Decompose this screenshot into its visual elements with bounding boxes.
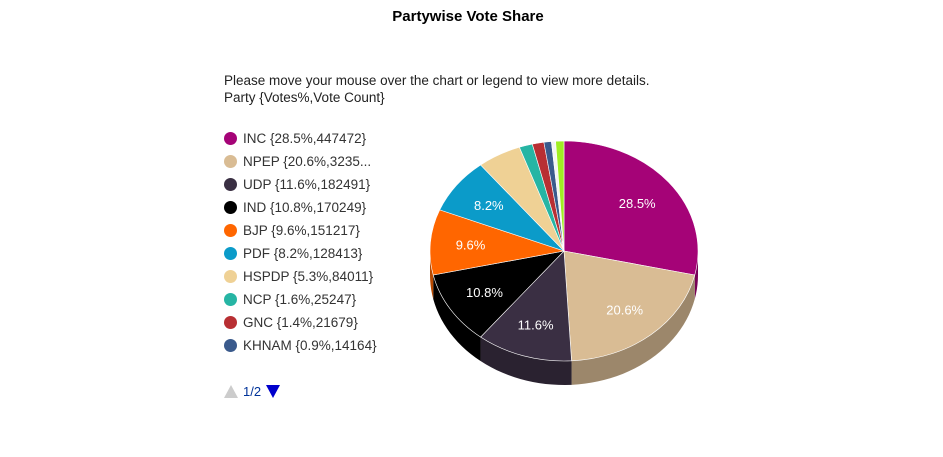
pie-label-bjp: 9.6% xyxy=(456,238,486,253)
legend-color-dot-icon xyxy=(224,132,237,145)
legend-pagination: 1/2 xyxy=(224,384,281,399)
legend-format-text: Party {Votes%,Vote Count} xyxy=(224,90,385,105)
legend-item-bjp[interactable]: BJP {9.6%,151217} xyxy=(224,219,394,242)
legend-color-dot-icon xyxy=(224,270,237,283)
legend-label: HSPDP {5.3%,84011} xyxy=(243,269,374,284)
pie-slice-udp[interactable] xyxy=(480,250,572,362)
pie-label-inc: 28.5% xyxy=(619,196,656,211)
pie-side-udp[interactable] xyxy=(480,337,572,385)
pie-label-pdf: 8.2% xyxy=(474,198,504,213)
legend-label: INC {28.5%,447472} xyxy=(243,131,367,146)
pie-label-udp: 11.6% xyxy=(518,317,554,332)
legend-item-ncp[interactable]: NCP {1.6%,25247} xyxy=(224,288,394,311)
pie-slices xyxy=(429,140,699,362)
pie-side-ind[interactable] xyxy=(433,275,481,362)
legend-page-indicator: 1/2 xyxy=(243,384,262,399)
legend-item-npep[interactable]: NPEP {20.6%,3235... xyxy=(224,150,394,173)
chart-title: Partywise Vote Share xyxy=(392,8,544,25)
legend-label: IND {10.8%,170249} xyxy=(243,200,367,215)
legend-item-udp[interactable]: UDP {11.6%,182491} xyxy=(224,173,394,196)
legend: INC {28.5%,447472} NPEP {20.6%,3235... UDP… xyxy=(224,127,394,357)
legend-color-dot-icon xyxy=(224,293,237,306)
pie-slice-bjp[interactable] xyxy=(429,209,565,276)
legend-label: KHNAM {0.9%,14164} xyxy=(243,338,377,353)
pie-slice-npep[interactable] xyxy=(563,250,696,362)
pie-label-npep: 20.6% xyxy=(606,303,643,318)
legend-item-inc[interactable]: INC {28.5%,447472} xyxy=(224,127,394,150)
pie-slice-ind[interactable] xyxy=(432,250,565,338)
legend-color-dot-icon xyxy=(224,224,237,237)
legend-item-pdf[interactable]: PDF {8.2%,128413} xyxy=(224,242,394,265)
pie-chart[interactable]: 28.5% 20.6% 11.6% 10.8% 9.6% 8.2% xyxy=(410,128,710,398)
legend-label: PDF {8.2%,128413} xyxy=(243,246,363,261)
legend-label: NCP {1.6%,25247} xyxy=(243,292,357,307)
pie-side-npep[interactable] xyxy=(571,275,695,385)
legend-color-dot-icon xyxy=(224,178,237,191)
legend-item-khnam[interactable]: KHNAM {0.9%,14164} xyxy=(224,334,394,357)
legend-item-hspdp[interactable]: HSPDP {5.3%,84011} xyxy=(224,265,394,288)
legend-color-dot-icon xyxy=(224,247,237,260)
legend-label: BJP {9.6%,151217} xyxy=(243,223,360,238)
instruction-text: Please move your mouse over the chart or… xyxy=(224,73,650,88)
legend-label: UDP {11.6%,182491} xyxy=(243,177,371,192)
legend-label: NPEP {20.6%,3235... xyxy=(243,154,372,169)
legend-color-dot-icon xyxy=(224,339,237,352)
pie-side-walls xyxy=(430,251,698,385)
pie-data-labels: 28.5% 20.6% 11.6% 10.8% 9.6% 8.2% xyxy=(456,196,656,333)
pie-slice-inc[interactable] xyxy=(563,140,699,276)
legend-color-dot-icon xyxy=(224,201,237,214)
pie-label-ind: 10.8% xyxy=(466,285,503,300)
legend-color-dot-icon xyxy=(224,155,237,168)
legend-item-ind[interactable]: IND {10.8%,170249} xyxy=(224,196,394,219)
instructions: Please move your mouse over the chart or… xyxy=(224,72,649,106)
pie-slice-other[interactable] xyxy=(555,140,565,252)
legend-label: GNC {1.4%,21679} xyxy=(243,315,358,330)
legend-item-gnc[interactable]: GNC {1.4%,21679} xyxy=(224,311,394,334)
legend-next-arrow-icon[interactable] xyxy=(266,385,281,398)
legend-prev-arrow-icon[interactable] xyxy=(224,385,238,398)
legend-color-dot-icon xyxy=(224,316,237,329)
